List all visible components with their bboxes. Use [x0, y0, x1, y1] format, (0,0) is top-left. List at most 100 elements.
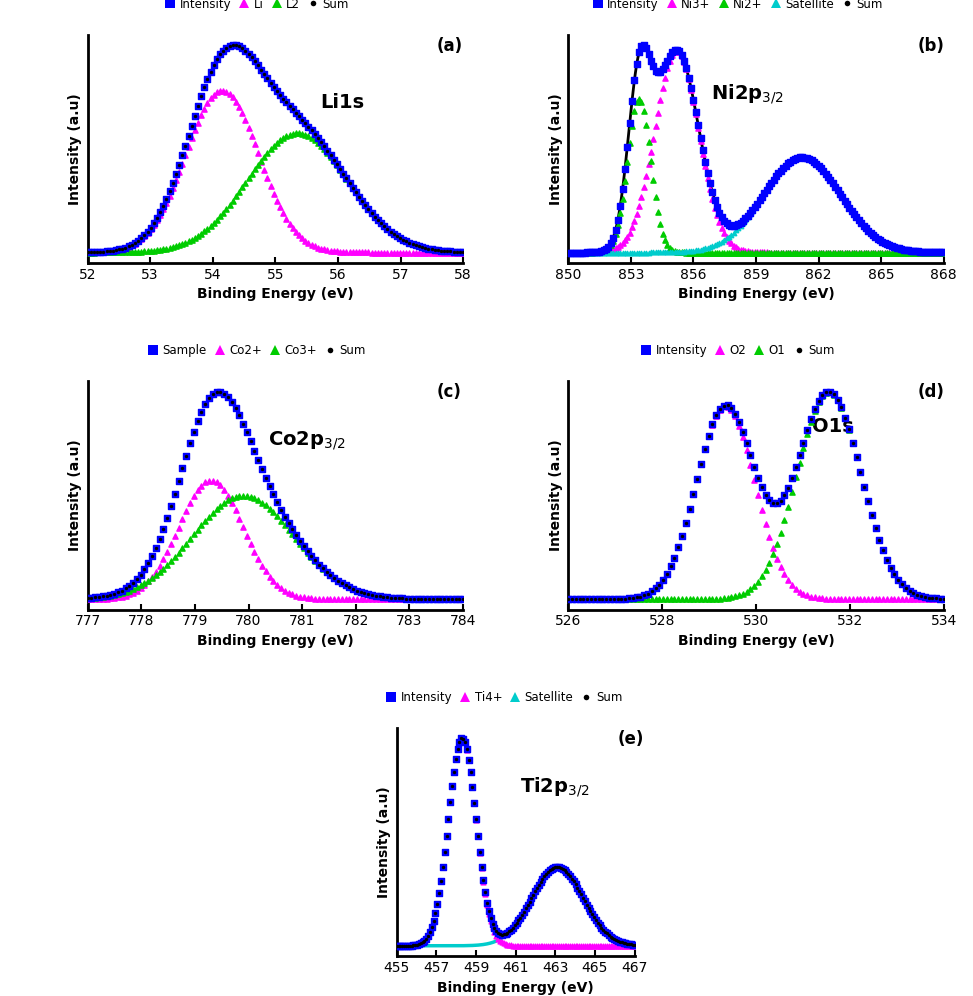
Point: [186, 423, 201, 439]
Point: [792, 447, 808, 463]
Point: [562, 938, 578, 954]
Point: [595, 592, 610, 608]
Point: [319, 564, 335, 580]
Point: [181, 233, 197, 249]
Point: [814, 388, 830, 404]
Point: [106, 586, 122, 602]
Point: [625, 938, 640, 954]
Point: [562, 245, 578, 261]
Point: [244, 50, 260, 66]
Point: [307, 553, 323, 569]
Point: [483, 913, 498, 929]
Point: [625, 937, 640, 953]
Point: [716, 398, 732, 414]
Point: [712, 591, 728, 607]
Point: [695, 245, 710, 261]
Point: [690, 471, 705, 487]
Point: [307, 553, 323, 569]
Point: [615, 245, 631, 261]
Point: [393, 938, 409, 954]
Point: [818, 245, 834, 261]
Point: [707, 199, 723, 215]
Point: [906, 585, 921, 601]
Point: [149, 210, 164, 226]
Point: [775, 160, 791, 176]
Point: [310, 135, 326, 151]
Point: [406, 591, 421, 607]
Point: [919, 244, 935, 260]
Point: [929, 245, 945, 261]
Point: [809, 155, 824, 171]
Point: [704, 416, 720, 432]
Point: [640, 586, 656, 602]
Point: [632, 589, 648, 605]
Point: [433, 243, 449, 259]
Point: [744, 245, 760, 261]
Point: [818, 245, 834, 261]
Point: [205, 386, 221, 402]
Point: [648, 592, 664, 608]
Point: [239, 424, 255, 440]
Point: [886, 567, 902, 583]
Point: [422, 924, 438, 940]
Point: [412, 936, 427, 952]
Point: [842, 245, 857, 261]
Point: [896, 245, 912, 261]
Point: [301, 128, 316, 144]
Point: [674, 592, 690, 608]
Point: [560, 592, 576, 608]
Point: [364, 592, 379, 608]
Point: [313, 134, 329, 150]
Point: [311, 591, 327, 607]
Point: [310, 130, 326, 146]
Point: [250, 145, 266, 161]
Point: [834, 592, 849, 608]
Point: [232, 511, 247, 527]
Point: [826, 386, 842, 402]
Point: [875, 234, 890, 250]
Point: [310, 240, 326, 256]
Point: [95, 589, 111, 605]
Point: [339, 171, 354, 187]
Point: [517, 903, 532, 919]
Point: [733, 242, 748, 258]
Point: [436, 592, 451, 608]
Point: [219, 201, 234, 217]
Point: [851, 212, 867, 228]
Point: [740, 209, 756, 225]
Point: [617, 245, 632, 261]
Point: [364, 205, 379, 221]
Point: [95, 589, 111, 605]
Point: [86, 244, 101, 260]
Point: [136, 227, 152, 243]
Point: [587, 244, 602, 260]
Point: [240, 121, 256, 136]
Point: [704, 245, 720, 261]
Point: [785, 152, 801, 168]
Point: [622, 116, 637, 131]
Point: [736, 215, 751, 231]
Point: [178, 503, 194, 519]
Point: [653, 64, 668, 80]
Point: [408, 237, 423, 253]
Point: [482, 903, 497, 919]
Point: [818, 384, 834, 400]
Point: [789, 150, 805, 166]
Point: [146, 215, 162, 231]
Point: [344, 179, 360, 195]
Point: [598, 592, 614, 608]
Point: [905, 245, 920, 261]
Point: [426, 912, 442, 928]
Point: [764, 175, 779, 191]
Point: [171, 157, 187, 173]
Point: [826, 386, 842, 402]
Point: [581, 900, 596, 916]
Point: [855, 245, 871, 261]
Point: [577, 938, 593, 954]
Point: [614, 591, 630, 607]
Point: [572, 592, 588, 608]
Point: [291, 109, 306, 124]
Point: [509, 937, 524, 953]
Point: [577, 893, 593, 909]
Point: [431, 885, 447, 901]
